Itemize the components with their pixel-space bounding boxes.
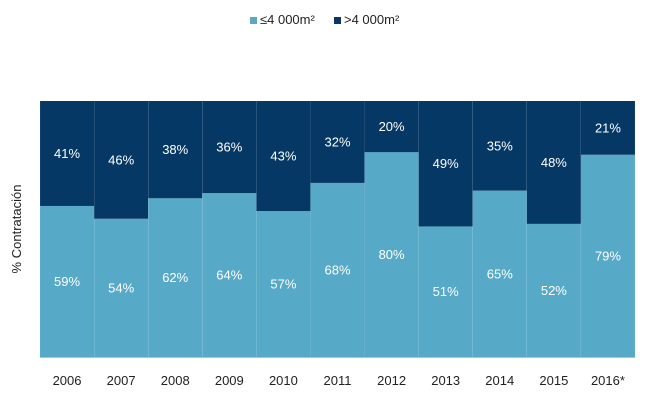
legend-swatch-series-1 [250,17,257,24]
data-label-2010-series-2: 43% [270,149,296,164]
data-label-2016-series-1: 79% [595,248,621,263]
data-label-2010-series-1: 57% [270,277,296,292]
data-label-2012-series-2: 20% [379,119,405,134]
data-label-2014-series-2: 35% [487,138,513,153]
data-label-2015-series-2: 48% [541,155,567,170]
bar-2007-series-2 [94,101,149,219]
data-label-2009-series-1: 64% [216,268,242,283]
bar-2012-series-2 [364,101,419,153]
x-tick-label: 2006 [53,373,82,388]
bar-2014-series-1 [472,190,527,357]
x-tick-label: 2010 [269,373,298,388]
bar-2010-series-1 [256,211,311,357]
data-label-2013-series-2: 49% [433,156,459,171]
data-label-2008-series-2: 38% [162,142,188,157]
bar-2011-series-2 [310,101,365,183]
x-tick-label: 2008 [161,373,190,388]
bar-2015-series-1 [526,223,581,357]
bar-2013-series-1 [418,226,473,357]
bar-2016-series-1 [580,154,635,357]
x-tick-label: 2007 [107,373,136,388]
legend-label-series-1: ≤4 000m² [260,12,315,27]
bar-2008-series-2 [148,101,203,199]
data-label-2011-series-1: 68% [324,262,350,277]
bar-2014-series-2 [472,101,527,191]
bar-2016-series-2 [580,101,635,155]
bar-2007-series-1 [94,218,149,357]
data-label-2016-series-2: 21% [595,120,621,135]
legend: ≤4 000m² >4 000m² [250,12,400,27]
x-tick-label: 2015 [539,373,568,388]
bars: 59% 41% 54% 46% 62% 38% 64% 36% 57% 43% 68% 32% 80% 2… [40,101,635,357]
data-label-2013-series-1: 51% [433,284,459,299]
bar-2013-series-2 [418,101,473,227]
data-label-2006-series-2: 41% [54,146,80,161]
bar-2009-series-2 [202,101,257,194]
bar-2006-series-2 [40,101,95,206]
x-tick-label: 2012 [377,373,406,388]
bar-2006-series-1 [40,205,95,357]
bar-2015-series-2 [526,101,581,224]
data-label-2009-series-2: 36% [216,140,242,155]
data-label-2008-series-1: 62% [162,270,188,285]
x-axis-ticks: 2006 2007 2008 2009 2010 2011 2012 2013 2014 2015… [53,373,625,388]
x-tick-label: 2013 [431,373,460,388]
x-tick-label: 2011 [324,373,352,388]
legend-swatch-series-2 [334,17,341,24]
bar-2011-series-1 [310,182,365,357]
data-label-2006-series-1: 59% [54,274,80,289]
x-tick-label: 2014 [485,373,514,388]
x-tick-label: 2009 [215,373,244,388]
data-label-2015-series-1: 52% [541,283,567,298]
bar-2008-series-1 [148,198,203,357]
bar-2009-series-1 [202,193,257,357]
data-label-2007-series-2: 46% [108,152,134,167]
bar-2010-series-2 [256,101,311,212]
x-tick-label: 2016* [591,373,625,388]
y-axis-label: % Contratación [9,185,24,274]
data-label-2011-series-2: 32% [324,134,350,149]
legend-label-series-2: >4 000m² [344,12,400,27]
data-label-2007-series-1: 54% [108,280,134,295]
data-label-2012-series-1: 80% [379,247,405,262]
data-label-2014-series-1: 65% [487,266,513,281]
bar-2012-series-1 [364,152,419,357]
